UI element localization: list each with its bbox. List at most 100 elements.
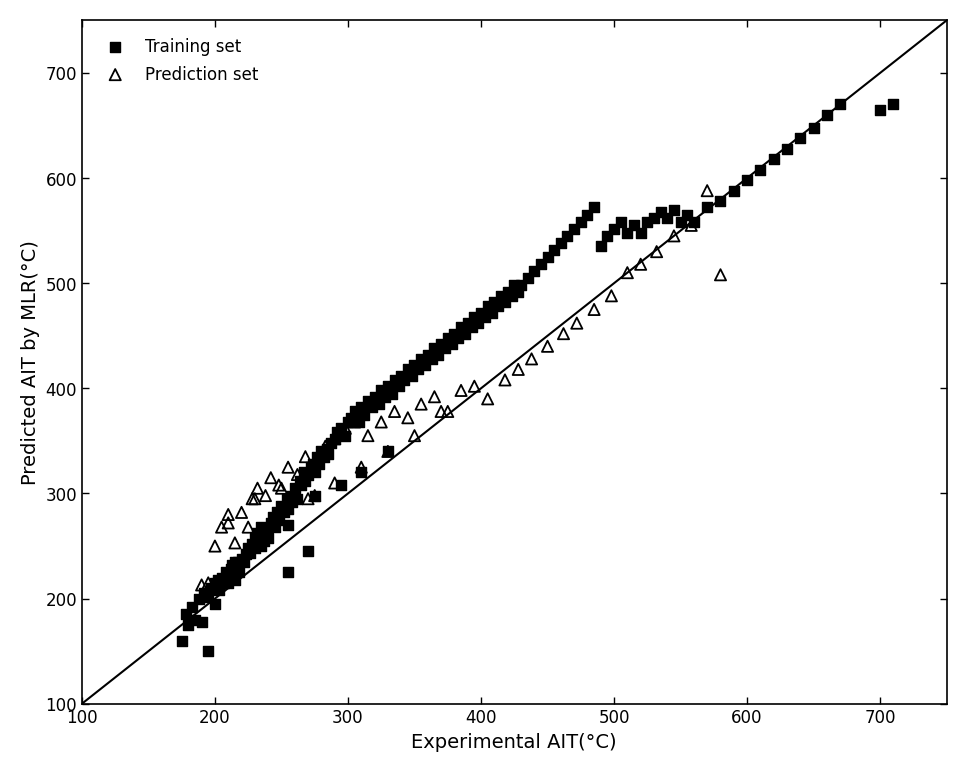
Training set <box>277 506 292 519</box>
Prediction set <box>353 461 368 473</box>
Training set <box>778 143 794 155</box>
Training set <box>586 201 601 214</box>
Training set <box>191 593 207 605</box>
Training set <box>303 461 318 473</box>
Training set <box>227 556 243 568</box>
Training set <box>666 204 682 216</box>
Training set <box>560 230 575 242</box>
Training set <box>819 109 835 121</box>
Training set <box>373 384 389 397</box>
Training set <box>236 556 251 568</box>
Training set <box>353 466 368 479</box>
Training set <box>300 469 315 481</box>
Training set <box>327 433 342 445</box>
Training set <box>507 279 522 292</box>
Training set <box>477 311 492 323</box>
Prediction set <box>257 489 273 502</box>
Prediction set <box>271 479 286 492</box>
Training set <box>227 574 243 586</box>
Training set <box>284 496 300 508</box>
Training set <box>207 577 222 589</box>
Prediction set <box>327 433 342 445</box>
Training set <box>231 567 247 579</box>
Training set <box>679 209 694 222</box>
Training set <box>249 527 265 540</box>
Y-axis label: Predicted AIT by MLR(°C): Predicted AIT by MLR(°C) <box>21 240 40 485</box>
Prediction set <box>400 411 416 424</box>
Training set <box>872 104 888 117</box>
Training set <box>387 374 402 386</box>
Training set <box>203 582 219 594</box>
Training set <box>493 290 509 303</box>
Training set <box>241 542 256 554</box>
Training set <box>457 328 473 340</box>
Prediction set <box>555 328 571 340</box>
Training set <box>181 619 196 631</box>
Training set <box>178 608 193 621</box>
Training set <box>334 422 349 435</box>
Training set <box>310 458 326 470</box>
Training set <box>347 405 363 418</box>
Training set <box>546 244 562 256</box>
Prediction set <box>569 317 584 330</box>
Training set <box>200 591 216 603</box>
Prediction set <box>480 393 495 405</box>
Training set <box>313 445 329 458</box>
Training set <box>193 615 209 628</box>
Training set <box>653 206 668 218</box>
Prediction set <box>298 451 313 463</box>
Training set <box>356 408 371 421</box>
Prediction set <box>387 405 402 418</box>
Training set <box>207 598 222 610</box>
Training set <box>220 577 236 589</box>
Training set <box>413 353 428 365</box>
Prediction set <box>433 405 449 418</box>
Training set <box>260 532 276 544</box>
Training set <box>353 401 368 414</box>
Prediction set <box>426 391 442 403</box>
Training set <box>459 317 475 330</box>
Prediction set <box>307 489 322 502</box>
Training set <box>334 479 349 492</box>
Training set <box>185 601 200 613</box>
Training set <box>253 540 269 552</box>
Training set <box>245 538 260 550</box>
Training set <box>360 395 375 408</box>
Prediction set <box>454 384 469 397</box>
Training set <box>380 445 396 458</box>
Prediction set <box>380 445 396 458</box>
Prediction set <box>511 364 526 376</box>
Prediction set <box>200 577 216 589</box>
Training set <box>497 296 513 309</box>
Training set <box>319 443 335 455</box>
Training set <box>188 614 203 626</box>
Training set <box>519 272 535 284</box>
Prediction set <box>337 422 353 435</box>
Training set <box>553 238 569 250</box>
Training set <box>672 216 688 229</box>
Training set <box>306 458 321 470</box>
Prediction set <box>413 398 428 411</box>
Prediction set <box>220 517 236 530</box>
Training set <box>752 164 768 176</box>
Training set <box>451 332 466 344</box>
Prediction set <box>214 521 229 533</box>
Training set <box>274 500 289 513</box>
Training set <box>296 466 311 479</box>
Prediction set <box>327 477 342 489</box>
Prediction set <box>193 579 209 591</box>
Prediction set <box>666 230 682 242</box>
Training set <box>263 517 278 530</box>
Training set <box>533 259 548 271</box>
Training set <box>289 493 305 505</box>
Training set <box>294 479 309 492</box>
Training set <box>253 521 269 533</box>
Training set <box>739 174 754 187</box>
Training set <box>593 241 608 253</box>
Training set <box>885 99 900 111</box>
Training set <box>270 506 285 519</box>
Training set <box>511 286 526 298</box>
Prediction set <box>347 416 363 428</box>
Prediction set <box>406 430 422 442</box>
Training set <box>404 370 420 382</box>
